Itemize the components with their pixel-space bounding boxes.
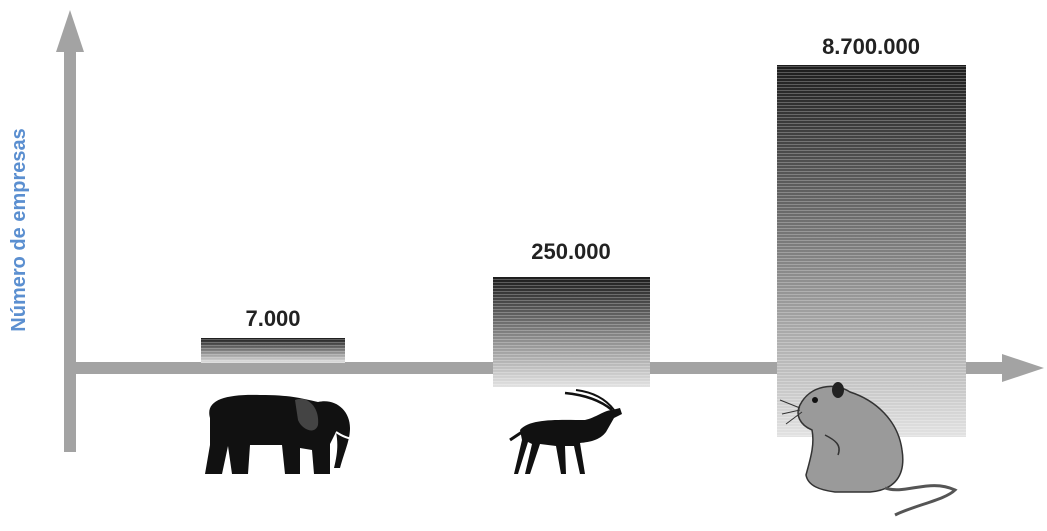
bar-label: 7.000 xyxy=(245,306,300,331)
x-axis-arrow xyxy=(1002,354,1044,382)
bar-label: 250.000 xyxy=(531,239,611,264)
bar-texture xyxy=(201,338,345,363)
elephant-icon xyxy=(205,394,359,474)
bar-texture xyxy=(777,65,966,437)
mouse-icon xyxy=(779,382,958,517)
bar-group xyxy=(201,65,966,437)
y-axis xyxy=(64,48,76,452)
bar-label: 8.700.000 xyxy=(822,34,920,59)
y-axis-arrow xyxy=(56,10,84,52)
axis-label: Número de empresas xyxy=(8,128,30,331)
bar-texture xyxy=(493,277,650,387)
antelope-icon xyxy=(509,389,622,474)
